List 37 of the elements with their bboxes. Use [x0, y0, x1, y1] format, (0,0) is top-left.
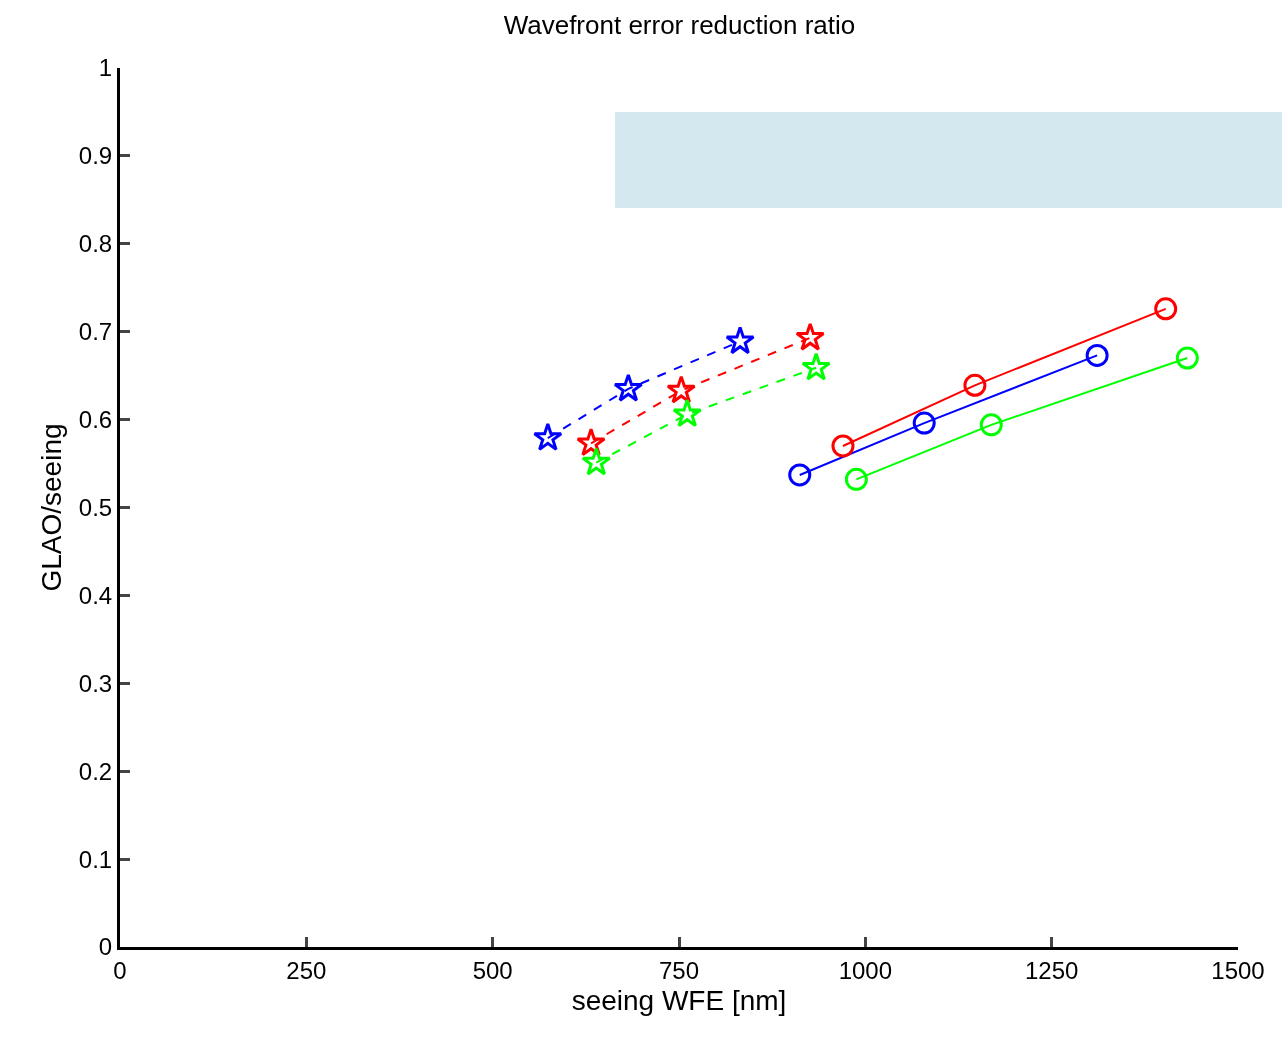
y-tick-label: 0.9: [78, 142, 113, 170]
point: [912, 411, 936, 435]
y-tick-label: 0.6: [78, 406, 113, 433]
point: [963, 373, 987, 397]
point: [788, 463, 812, 487]
y-tick-label: 0.3: [78, 669, 113, 697]
x-tick-label: 500: [472, 956, 513, 984]
point: [844, 467, 868, 491]
x-tick-label: 1500: [1211, 956, 1265, 984]
point: [1085, 343, 1109, 367]
point: [725, 325, 755, 355]
y-tick-label: 0.7: [78, 318, 113, 346]
point: [613, 373, 644, 402]
point: [1154, 297, 1178, 321]
y-axis-title: GLAO/seeing: [35, 423, 67, 592]
y-tick-label: 1: [98, 54, 113, 82]
y-tick-label: 0: [98, 933, 113, 961]
point: [672, 398, 703, 428]
point: [979, 413, 1003, 437]
x-axis-title: seeing WFE [nm]: [571, 984, 787, 1016]
x-tick-label: 750: [658, 956, 700, 984]
point: [801, 352, 831, 381]
y-tick-label: 0.1: [78, 845, 113, 873]
y-tick-label: 0.2: [78, 757, 113, 785]
y-tick-label: 0.4: [78, 581, 113, 609]
y-tick-label: 0.5: [78, 493, 113, 521]
x-tick-label: 1000: [838, 956, 893, 984]
point: [795, 322, 825, 351]
y-tick-label: 0.8: [78, 230, 113, 258]
x-tick-label: 250: [286, 956, 327, 984]
point: [1175, 346, 1199, 370]
point: [533, 422, 563, 451]
chart-title: Wavefront error reduction ratio: [503, 9, 856, 40]
x-tick-label: 1250: [1024, 956, 1079, 984]
point: [666, 375, 697, 404]
point: [831, 434, 855, 458]
point: [581, 447, 612, 476]
